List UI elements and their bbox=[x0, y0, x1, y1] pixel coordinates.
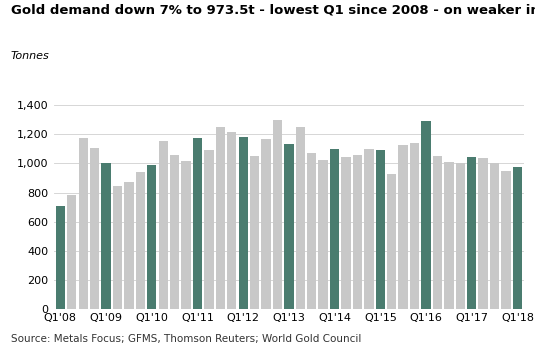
Bar bbox=[124, 182, 134, 309]
Bar bbox=[181, 161, 191, 309]
Bar bbox=[341, 157, 351, 309]
Bar bbox=[90, 148, 100, 309]
Bar bbox=[307, 153, 316, 309]
Bar bbox=[353, 155, 362, 309]
Bar bbox=[284, 144, 294, 309]
Bar bbox=[56, 206, 65, 309]
Bar bbox=[444, 162, 454, 309]
Bar bbox=[387, 174, 396, 309]
Bar bbox=[422, 121, 431, 309]
Bar bbox=[410, 143, 419, 309]
Bar bbox=[262, 139, 271, 309]
Bar bbox=[67, 195, 77, 309]
Bar bbox=[330, 148, 339, 309]
Bar bbox=[227, 132, 236, 309]
Bar bbox=[158, 141, 168, 309]
Bar bbox=[490, 164, 499, 309]
Bar bbox=[399, 145, 408, 309]
Bar bbox=[513, 167, 522, 309]
Bar bbox=[467, 157, 477, 309]
Bar bbox=[250, 156, 259, 309]
Text: Gold demand down 7% to 973.5t - lowest Q1 since 2008 - on weaker investment: Gold demand down 7% to 973.5t - lowest Q… bbox=[11, 4, 535, 16]
Bar bbox=[113, 186, 122, 309]
Bar bbox=[433, 156, 442, 309]
Bar bbox=[296, 127, 305, 309]
Text: Tonnes: Tonnes bbox=[11, 51, 49, 61]
Bar bbox=[376, 150, 385, 309]
Bar bbox=[478, 158, 488, 309]
Bar bbox=[193, 138, 202, 309]
Bar bbox=[136, 172, 145, 309]
Bar bbox=[204, 150, 213, 309]
Bar bbox=[318, 160, 328, 309]
Bar bbox=[273, 120, 282, 309]
Bar bbox=[101, 163, 111, 309]
Bar bbox=[501, 171, 511, 309]
Bar bbox=[364, 150, 373, 309]
Bar bbox=[170, 155, 179, 309]
Bar bbox=[456, 163, 465, 309]
Bar bbox=[216, 126, 225, 309]
Bar bbox=[239, 137, 248, 309]
Bar bbox=[79, 138, 88, 309]
Bar bbox=[147, 165, 156, 309]
Text: Source: Metals Focus; GFMS, Thomson Reuters; World Gold Council: Source: Metals Focus; GFMS, Thomson Reut… bbox=[11, 334, 361, 344]
